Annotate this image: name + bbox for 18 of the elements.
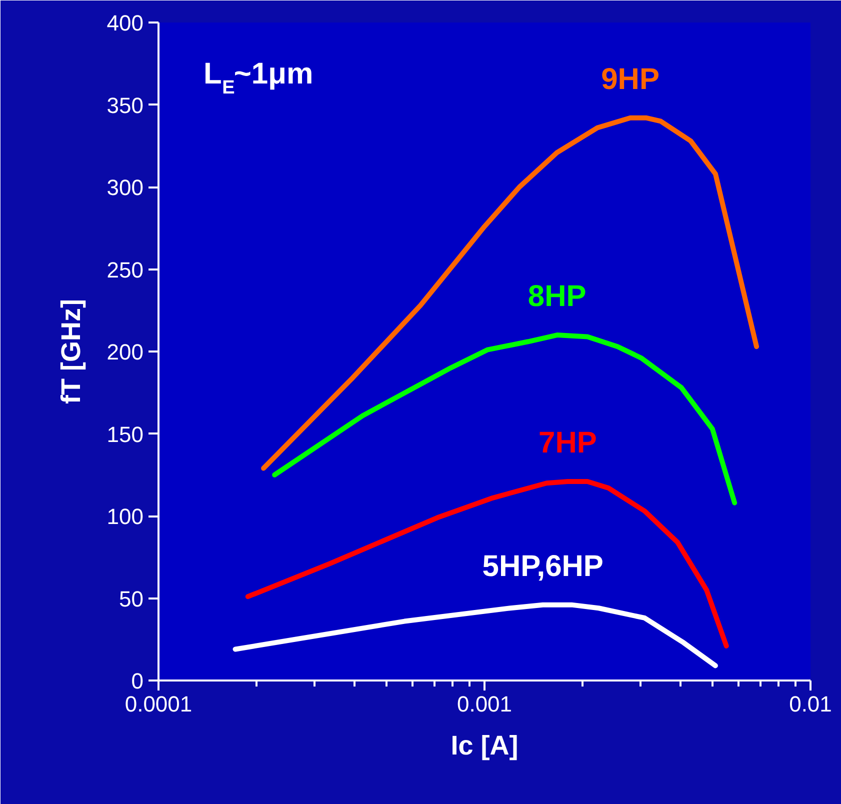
y-tick-label: 50 xyxy=(119,586,144,612)
y-tick-label: 200 xyxy=(106,340,144,364)
y-axis-title: fT [GHz] xyxy=(56,299,86,404)
y-tick-label: 400 xyxy=(106,10,144,36)
y-tick-label: 250 xyxy=(106,257,144,282)
y-tick-label: 0 xyxy=(131,668,144,694)
y-tick-label: 150 xyxy=(106,422,144,447)
series-label: 7HP xyxy=(538,426,597,460)
y-tick-label: 300 xyxy=(106,175,144,200)
y-tick-label: 350 xyxy=(106,92,144,118)
y-tick-label: 100 xyxy=(106,504,144,529)
series-label: 5HP,6HP xyxy=(482,550,604,583)
x-tick-label: 0.01 xyxy=(789,692,832,716)
x-tick-label: 0.0001 xyxy=(124,692,192,716)
x-tick-label: 0.001 xyxy=(456,692,512,716)
series-label: 9HP xyxy=(601,62,660,96)
series-label: 8HP xyxy=(528,280,586,314)
x-axis-title: Ic [A] xyxy=(450,730,518,760)
